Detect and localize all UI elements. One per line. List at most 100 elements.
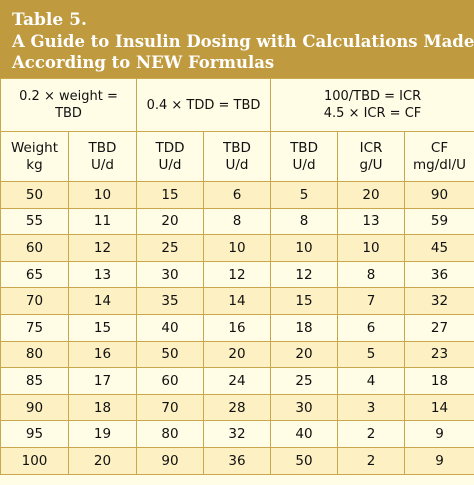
table-cell: 20 bbox=[270, 340, 339, 369]
table-cell: 7 bbox=[337, 287, 406, 315]
table-cell: 20 bbox=[202, 340, 272, 369]
column-header-label: TBD bbox=[223, 139, 251, 156]
table-cell: 15 bbox=[68, 313, 137, 342]
table-cell: 16 bbox=[202, 313, 272, 342]
table-cell: 18 bbox=[270, 313, 339, 342]
table-cell: 85 bbox=[0, 367, 69, 395]
group-header-weight-formula: 0.2 × weight = TBD bbox=[0, 78, 137, 132]
insulin-dosing-table: 0.2 × weight = TBD 0.4 × TDD = TBD 100/T… bbox=[0, 78, 474, 475]
table-cell: 13 bbox=[337, 207, 406, 236]
table-cell: 27 bbox=[404, 313, 474, 342]
table-cell: 6 bbox=[337, 313, 406, 342]
table-title-line-1: A Guide to Insulin Dosing with Calculati… bbox=[12, 32, 474, 51]
table-row: 100 20 90 36 50 2 9 bbox=[0, 446, 474, 475]
table-cell: 11 bbox=[68, 207, 137, 236]
column-header-label: TBD bbox=[88, 139, 117, 156]
group-header-line: 0.2 × weight = bbox=[19, 89, 118, 104]
table-cell: 35 bbox=[136, 287, 204, 315]
column-header-icr: ICR g/U bbox=[337, 131, 406, 182]
column-header-tbd-from-tdd: TBD U/d bbox=[202, 131, 272, 182]
table-row: 55 11 20 8 8 13 59 bbox=[0, 207, 474, 236]
table-row: 50 10 15 6 5 20 90 bbox=[0, 181, 474, 209]
table-cell: 24 bbox=[202, 367, 272, 395]
table-cell: 5 bbox=[337, 340, 406, 369]
table-cell: 13 bbox=[68, 260, 137, 289]
group-header-icr-cf-formula: 100/TBD = ICR 4.5 × ICR = CF bbox=[270, 78, 474, 132]
table-cell: 90 bbox=[404, 181, 474, 209]
table-cell: 17 bbox=[68, 367, 137, 395]
table-cell: 32 bbox=[404, 287, 474, 315]
table-cell: 20 bbox=[68, 446, 137, 475]
column-header-label: TBD bbox=[290, 139, 318, 156]
table-cell: 30 bbox=[270, 393, 339, 422]
column-header-label: CF bbox=[430, 139, 449, 156]
table-title-line-2: According to NEW Formulas bbox=[12, 53, 275, 72]
table-row: 70 14 35 14 15 7 32 bbox=[0, 287, 474, 315]
table-cell: 15 bbox=[136, 181, 204, 209]
column-header-cf: CF mg/dl/U bbox=[404, 131, 474, 182]
table-cell: 80 bbox=[136, 420, 204, 448]
table-cell: 12 bbox=[202, 260, 272, 289]
table-row: 65 13 30 12 12 8 36 bbox=[0, 260, 474, 289]
table-cell: 50 bbox=[270, 446, 339, 475]
table-cell: 80 bbox=[0, 340, 69, 369]
table-number: Table 5. bbox=[12, 10, 87, 30]
column-header-unit: U/d bbox=[225, 156, 249, 173]
table-cell: 90 bbox=[0, 393, 69, 422]
table-cell: 60 bbox=[136, 367, 204, 395]
table-cell: 55 bbox=[0, 207, 69, 236]
table-cell: 40 bbox=[136, 313, 204, 342]
table-cell: 50 bbox=[0, 181, 69, 209]
column-header-unit: mg/dl/U bbox=[413, 156, 467, 173]
column-header-tbd: TBD U/d bbox=[68, 131, 137, 182]
table-cell: 65 bbox=[0, 260, 69, 289]
table-cell: 75 bbox=[0, 313, 69, 342]
table-cell: 2 bbox=[337, 420, 406, 448]
table-cell: 12 bbox=[270, 260, 339, 289]
group-header-line: 0.4 × TDD = TBD bbox=[146, 97, 261, 113]
column-header-unit: g/U bbox=[359, 156, 383, 173]
table-cell: 20 bbox=[337, 181, 406, 209]
table-cell: 9 bbox=[404, 446, 474, 475]
group-header-tdd-formula: 0.4 × TDD = TBD bbox=[135, 78, 272, 132]
table-cell: 25 bbox=[270, 367, 339, 395]
table-body: 50 10 15 6 5 20 90 55 11 20 8 8 13 59 60 12 25 10 10 10 45 65… bbox=[0, 181, 474, 475]
table-cell: 19 bbox=[68, 420, 137, 448]
table-cell: 100 bbox=[0, 446, 69, 475]
table-cell: 18 bbox=[68, 393, 137, 422]
table-cell: 40 bbox=[270, 420, 339, 448]
table-cell: 23 bbox=[404, 340, 474, 369]
table-row: 75 15 40 16 18 6 27 bbox=[0, 313, 474, 342]
table-row: 60 12 25 10 10 10 45 bbox=[0, 234, 474, 262]
table-cell: 10 bbox=[337, 234, 406, 262]
table-cell: 8 bbox=[202, 207, 272, 236]
table-cell: 32 bbox=[202, 420, 272, 448]
table-cell: 9 bbox=[404, 420, 474, 448]
column-header-unit: U/d bbox=[91, 156, 114, 173]
table-cell: 50 bbox=[136, 340, 204, 369]
table-cell: 16 bbox=[68, 340, 137, 369]
table-row: 80 16 50 20 20 5 23 bbox=[0, 340, 474, 369]
table-cell: 70 bbox=[136, 393, 204, 422]
group-header-row: 0.2 × weight = TBD 0.4 × TDD = TBD 100/T… bbox=[0, 78, 474, 132]
table-cell: 59 bbox=[404, 207, 474, 236]
column-header-label: ICR bbox=[359, 139, 383, 156]
table-cell: 25 bbox=[136, 234, 204, 262]
table-cell: 14 bbox=[202, 287, 272, 315]
table-cell: 10 bbox=[202, 234, 272, 262]
column-header-unit: U/d bbox=[158, 156, 182, 173]
table-cell: 60 bbox=[0, 234, 69, 262]
table-cell: 15 bbox=[270, 287, 339, 315]
column-header-weight: Weight kg bbox=[0, 131, 69, 182]
table-cell: 30 bbox=[136, 260, 204, 289]
table-cell: 10 bbox=[68, 181, 137, 209]
table-cell: 14 bbox=[68, 287, 137, 315]
column-header-label: Weight bbox=[10, 139, 59, 156]
table-cell: 8 bbox=[337, 260, 406, 289]
table-cell: 70 bbox=[0, 287, 69, 315]
table-cell: 4 bbox=[337, 367, 406, 395]
column-header-unit: kg bbox=[26, 156, 43, 173]
table-cell: 45 bbox=[404, 234, 474, 262]
table-cell: 10 bbox=[270, 234, 339, 262]
